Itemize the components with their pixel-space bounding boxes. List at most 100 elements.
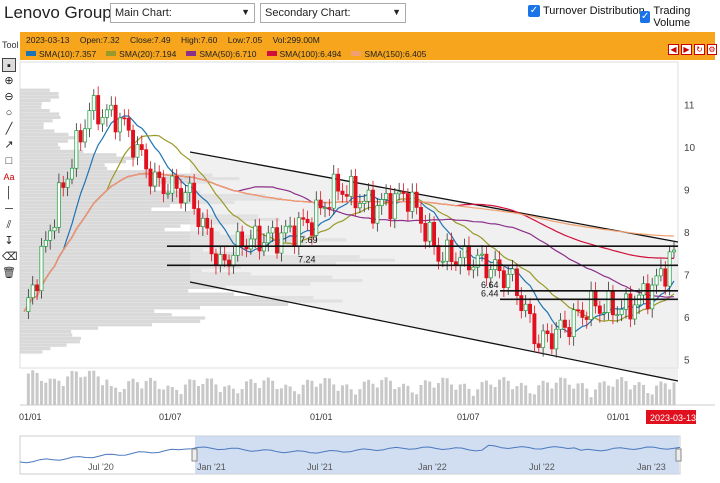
candle-body xyxy=(148,168,153,187)
navigator-frame xyxy=(19,435,681,475)
trading-volume-checkbox[interactable]: ✓ Trading Volume xyxy=(640,5,720,29)
sma-swatch xyxy=(266,51,277,56)
cursor-icon[interactable]: ▪ xyxy=(2,58,16,72)
volume-bar xyxy=(589,397,593,405)
volume-bar xyxy=(218,391,222,405)
candle-body xyxy=(314,199,319,236)
turnover-bar xyxy=(20,221,241,225)
volume-bar xyxy=(31,370,35,405)
zoom-out-icon[interactable]: ⊖ xyxy=(4,91,14,103)
volume-bar xyxy=(26,373,30,405)
candle-body xyxy=(562,319,567,328)
candle-body xyxy=(650,284,655,310)
volume-bar xyxy=(327,378,331,405)
candle-body xyxy=(109,104,114,111)
vertical-line-icon[interactable]: │ xyxy=(5,187,13,199)
zoom-in-icon[interactable]: ⊕ xyxy=(4,75,14,87)
turnover-bar xyxy=(20,95,59,99)
arrow-left-icon[interactable]: ◀ xyxy=(668,44,679,55)
eraser-icon[interactable]: ⌫ xyxy=(2,251,18,263)
turnover-bar xyxy=(20,330,72,334)
measure-icon[interactable]: ↧ xyxy=(4,235,14,247)
candle-body xyxy=(318,199,323,209)
candle-body xyxy=(118,117,122,133)
reset-icon[interactable]: ↻ xyxy=(694,44,705,55)
arrow-line-icon[interactable]: ↗ xyxy=(4,139,14,151)
circle-icon[interactable]: ○ xyxy=(5,107,13,119)
candle-body xyxy=(501,270,506,288)
volume-bar xyxy=(223,386,227,405)
candle-body xyxy=(558,319,563,330)
x-tick-label: 01/07 xyxy=(457,412,480,422)
candle-body xyxy=(248,238,253,250)
turnover-bar xyxy=(20,112,60,116)
y-tick-label: 7 xyxy=(684,271,690,282)
volume-bar xyxy=(633,385,637,405)
volume-bar xyxy=(96,376,100,405)
trash-icon[interactable]: 🗑 xyxy=(2,267,16,279)
volume-bar xyxy=(458,384,462,405)
sma-legend-item: SMA(10):7.357 xyxy=(26,49,96,59)
candle-body xyxy=(515,268,519,296)
arrow-right-icon[interactable]: ▶ xyxy=(681,44,692,55)
volume-bar xyxy=(297,394,301,405)
candle-body xyxy=(244,246,249,250)
horizontal-line-icon[interactable]: ─ xyxy=(5,203,13,215)
volume-bar xyxy=(388,380,392,405)
candle-body xyxy=(131,129,136,158)
turnover-bar xyxy=(20,160,127,164)
main-chart-select[interactable]: Main Chart: ▼ xyxy=(110,3,255,23)
candle-body xyxy=(166,192,170,195)
volume-bar xyxy=(166,385,170,405)
current-date-badge xyxy=(646,410,696,424)
sma-label: SMA(10):7.357 xyxy=(39,48,97,59)
volume-bar xyxy=(672,382,676,405)
sma-legend-item: SMA(100):6.494 xyxy=(266,49,341,59)
turnover-bar xyxy=(20,319,201,323)
chevron-down-icon: ▼ xyxy=(241,7,250,17)
candle-body xyxy=(209,227,214,255)
volume-bar xyxy=(380,379,384,405)
candle-body xyxy=(104,109,109,118)
rectangle-icon[interactable]: □ xyxy=(5,155,13,167)
toolbar-label: Tool xyxy=(2,40,19,50)
candle-body xyxy=(309,222,314,236)
turnover-distribution-checkbox[interactable]: ✓ Turnover Distribution xyxy=(528,5,645,17)
turnover-bar xyxy=(20,190,201,194)
candle-body xyxy=(410,191,415,212)
candle-body xyxy=(397,191,402,195)
secondary-chart-select[interactable]: Secondary Chart: ▼ xyxy=(260,3,406,23)
volume-bar xyxy=(423,380,427,405)
candle-body xyxy=(602,312,607,314)
candle-body xyxy=(96,95,101,125)
candle-body xyxy=(26,297,31,312)
candle-body xyxy=(113,104,118,133)
volume-bar xyxy=(436,383,440,405)
candle-body xyxy=(593,290,598,307)
volume-bar xyxy=(602,381,606,405)
candle-body xyxy=(519,295,524,312)
turnover-bar xyxy=(20,136,75,140)
info-high: High:7.60 xyxy=(180,35,218,45)
volume-bar xyxy=(615,379,619,405)
sma-swatch xyxy=(351,51,362,56)
candle-body xyxy=(597,305,602,314)
channel-lower-line xyxy=(189,281,679,382)
volume-bar xyxy=(506,380,510,405)
turnover-bar xyxy=(20,217,280,221)
parallel-lines-icon[interactable]: ⫽ xyxy=(6,219,12,231)
line-icon[interactable]: ╱ xyxy=(5,123,13,135)
text-icon[interactable]: Aa xyxy=(3,172,15,182)
candle-body xyxy=(240,231,245,248)
candle-body xyxy=(371,189,375,224)
sma-line xyxy=(23,172,675,312)
candle-body xyxy=(658,268,663,277)
candle-body xyxy=(379,199,384,207)
volume-bar xyxy=(349,389,353,405)
volume-bar xyxy=(157,388,161,405)
volume-bar xyxy=(445,378,449,405)
settings-icon[interactable]: ⚙ xyxy=(707,44,717,55)
turnover-bar xyxy=(20,289,189,293)
turnover-bar xyxy=(20,197,283,201)
